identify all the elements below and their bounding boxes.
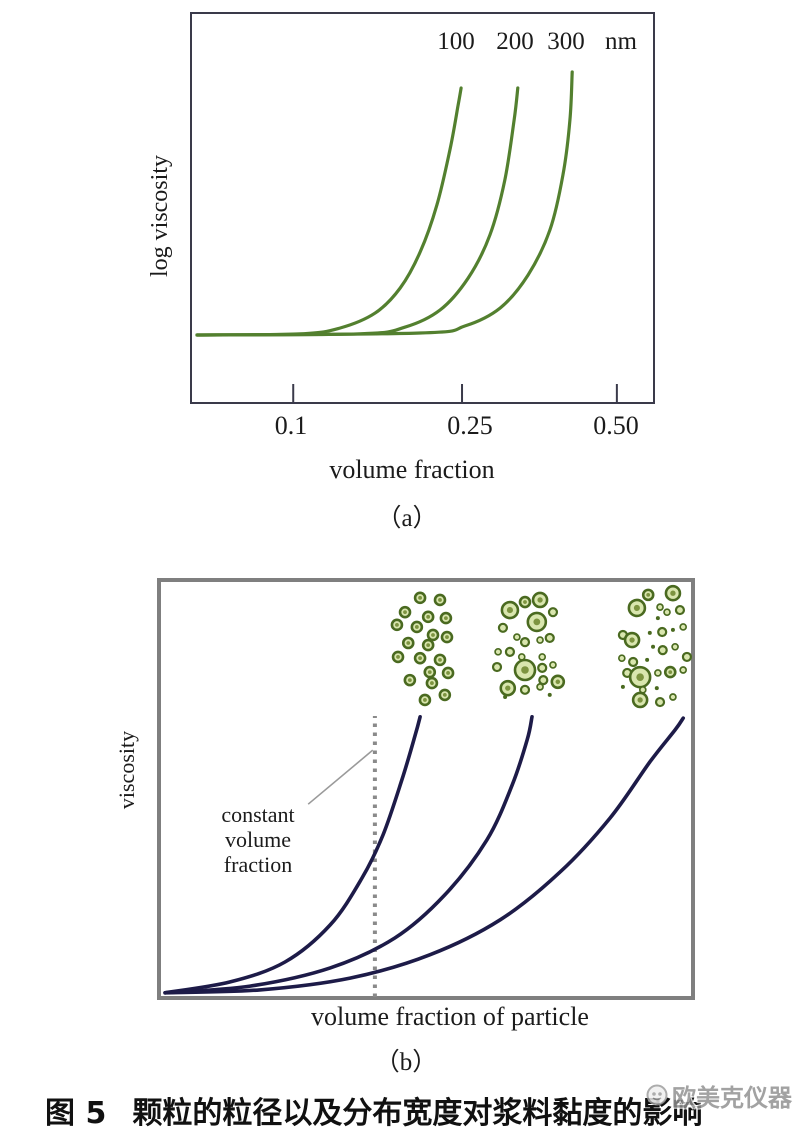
curve-b-3 (163, 716, 685, 995)
x-axis-label-b: volume fraction of particle (311, 1002, 589, 1031)
x-axis-label-a: volume fraction (329, 455, 495, 484)
curve-a-3 (195, 70, 574, 337)
annotation-pointer-line (307, 749, 374, 805)
plot-box-panel-a (190, 12, 655, 404)
x-tick-label-0.50: 0.50 (593, 411, 639, 440)
curve-a-2 (195, 86, 520, 337)
figure-caption-text: 颗粒的粒径以及分布宽度对浆料黏度的影响 (132, 1096, 703, 1131)
curve-a-1 (195, 86, 463, 337)
legend-item-nm: nm (605, 28, 637, 55)
figure-caption: 图 5 颗粒的粒径以及分布宽度对浆料黏度的影响 (45, 1088, 745, 1132)
annotation-line-1: constant (221, 802, 295, 827)
curve-b-1 (163, 715, 422, 995)
annotation-line-2: volume (225, 827, 291, 852)
legend-item-300: 300 (547, 28, 585, 55)
watermark: 欧美克仪器 (646, 1080, 792, 1112)
figure-number: 图 5 (45, 1096, 107, 1131)
particle-cluster-3 (617, 584, 693, 709)
legend-item-100: 100 (437, 28, 475, 55)
watermark-text: 欧美克仪器 (672, 1083, 792, 1112)
particle-cluster-2 (491, 591, 566, 700)
curve-b-2 (163, 715, 534, 995)
constant-volume-fraction-annotation: constant volume fraction (188, 802, 328, 877)
y-axis-label-a: log viscosity (147, 155, 173, 278)
panel-label-a: （a） (376, 505, 438, 532)
particle-cluster-1 (390, 591, 455, 707)
y-axis-label-b: viscosity (114, 730, 139, 810)
watermark-logo-icon (646, 1084, 668, 1106)
x-tick-label-0.1: 0.1 (274, 411, 308, 440)
legend-item-200: 200 (496, 28, 534, 55)
x-tick-label-0.25: 0.25 (447, 411, 493, 440)
panel-label-b: （b） (374, 1049, 438, 1076)
annotation-line-3: fraction (223, 852, 293, 877)
